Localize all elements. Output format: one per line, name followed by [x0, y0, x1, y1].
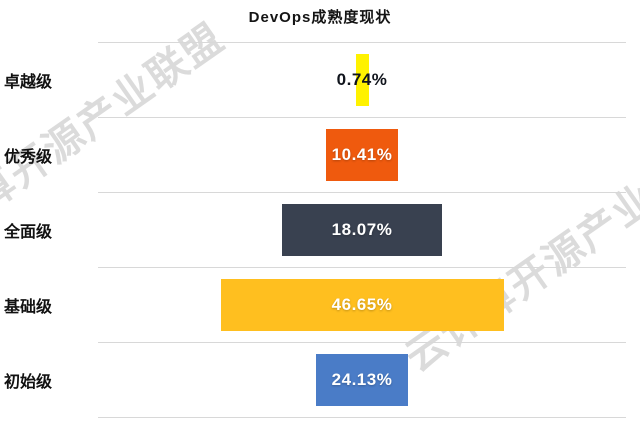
value-label: 46.65%	[331, 295, 393, 314]
chart-row: 卓越级 0.74%	[0, 42, 626, 117]
chart-row: 全面级 18.07%	[0, 192, 626, 267]
value-label: 18.07%	[331, 220, 393, 239]
chart-title: DevOps成熟度现状	[248, 9, 392, 26]
funnel-bar	[355, 54, 369, 106]
category-label: 卓越级	[4, 73, 53, 91]
plot-cell: 24.13%	[98, 342, 626, 417]
funnel-bar	[326, 129, 398, 181]
plot-cell: 18.07%	[98, 192, 626, 267]
plot-cell: 46.65%	[98, 267, 626, 342]
plot-cell: 10.41%	[98, 117, 626, 192]
funnel-chart: 卓越级 0.74% 优秀级 10.41% 全面级 18.07% 基础级 46.65% 初始级 24…	[0, 42, 626, 418]
chart-row: 优秀级 10.41%	[0, 117, 626, 192]
value-label: 24.13%	[331, 370, 393, 389]
plot-cell: 0.74%	[98, 42, 626, 117]
category-label: 优秀级	[4, 148, 53, 166]
chart-row: 基础级 46.65%	[0, 267, 626, 342]
value-label: 0.74%	[336, 70, 388, 89]
category-label: 基础级	[4, 298, 53, 316]
chart-row: 初始级 24.13%	[0, 342, 626, 417]
funnel-bar	[220, 279, 504, 331]
funnel-bar	[316, 354, 408, 406]
value-label: 10.41%	[331, 145, 393, 164]
category-label: 初始级	[4, 373, 53, 391]
funnel-bar	[282, 204, 442, 256]
axis-baseline	[98, 417, 626, 418]
category-label: 全面级	[4, 223, 53, 241]
